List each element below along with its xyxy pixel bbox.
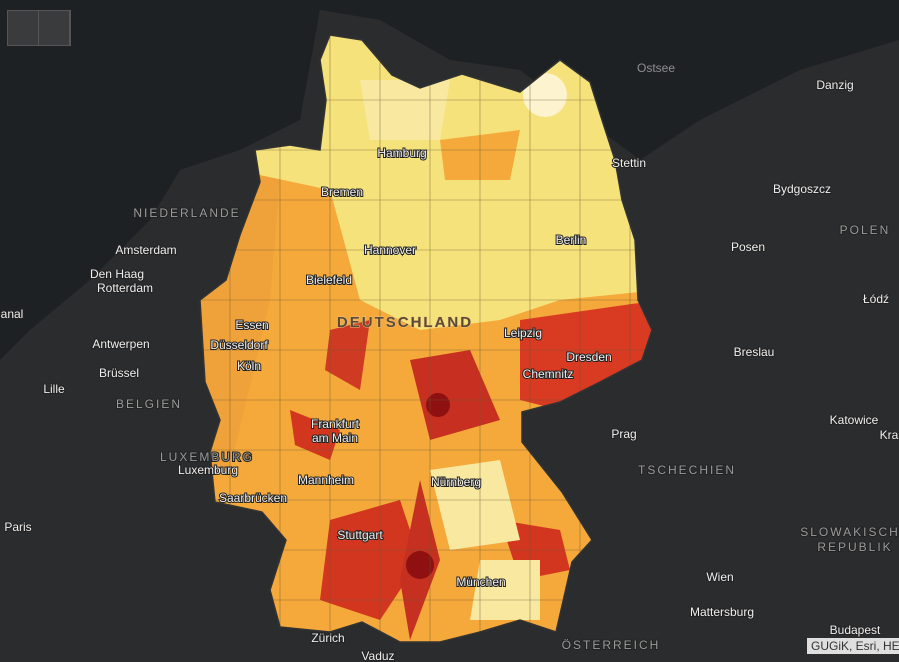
place-label: TSCHECHIEN	[638, 463, 736, 477]
toolbar[interactable]	[7, 10, 71, 46]
place-label: Vaduz	[361, 649, 394, 662]
dropdown-button[interactable]	[39, 11, 70, 45]
place-label: LUXEMBURG	[160, 450, 254, 464]
place-label: Stettin	[612, 156, 646, 170]
place-label: Danzig	[816, 78, 853, 92]
place-label: Mannheim	[298, 473, 354, 487]
place-label: am Main	[312, 431, 358, 445]
place-label: Saarbrücken	[219, 491, 287, 505]
place-label: ÖSTERREICH	[562, 638, 661, 652]
place-label: BELGIEN	[116, 397, 182, 411]
choropleth	[200, 35, 652, 642]
place-label: Luxemburg	[178, 463, 238, 477]
place-label: Bydgoszcz	[773, 182, 831, 196]
place-label: Zürich	[311, 631, 344, 645]
place-label: München	[456, 575, 505, 589]
place-label: Mattersburg	[690, 605, 754, 619]
place-label: POLEN	[840, 223, 891, 237]
place-label: Köln	[237, 359, 261, 373]
place-label: Ostsee	[637, 61, 675, 75]
place-label: Nürnberg	[431, 475, 481, 489]
place-label: REPUBLIK	[817, 540, 892, 554]
place-label: Den Haag	[90, 267, 144, 281]
place-label: Kra	[880, 428, 899, 442]
place-label: Stuttgart	[337, 528, 383, 542]
place-label: Berlin	[556, 233, 587, 247]
place-label: Essen	[235, 318, 268, 332]
place-label: Łódź	[863, 292, 889, 306]
place-label: Breslau	[734, 345, 775, 359]
place-label: Budapest	[830, 623, 881, 637]
place-label: Amsterdam	[115, 243, 176, 257]
place-label: Prag	[611, 427, 636, 441]
place-label: Hamburg	[377, 146, 426, 160]
place-label: Rotterdam	[97, 281, 153, 295]
place-label: Paris	[4, 520, 31, 534]
place-label: Lille	[43, 382, 65, 396]
place-label: Posen	[731, 240, 765, 254]
place-label: Katowice	[830, 413, 879, 427]
place-label: SLOWAKISCHE	[800, 525, 899, 539]
place-label: NIEDERLANDE	[133, 206, 240, 220]
place-label: Hannover	[364, 243, 416, 257]
place-label: Brüssel	[99, 366, 139, 380]
sea	[0, 0, 899, 360]
place-label: Chemnitz	[523, 367, 574, 381]
place-label: Wien	[706, 570, 733, 584]
place-label: Leipzig	[504, 326, 542, 340]
place-label: Frankfurt	[311, 417, 360, 431]
place-label: DEUTSCHLAND	[337, 314, 473, 331]
place-label: Düsseldorf	[210, 338, 268, 352]
map-labels: Ostsee Danzig Stettin Bydgoszcz POLEN Posen Łó…	[0, 60, 899, 662]
select-tool[interactable]	[8, 11, 39, 45]
place-label: anal	[1, 307, 24, 321]
place-label: Antwerpen	[92, 337, 149, 351]
place-label: Dresden	[566, 350, 611, 364]
place-label: Bremen	[321, 185, 363, 199]
place-label: Bielefeld	[306, 273, 352, 287]
